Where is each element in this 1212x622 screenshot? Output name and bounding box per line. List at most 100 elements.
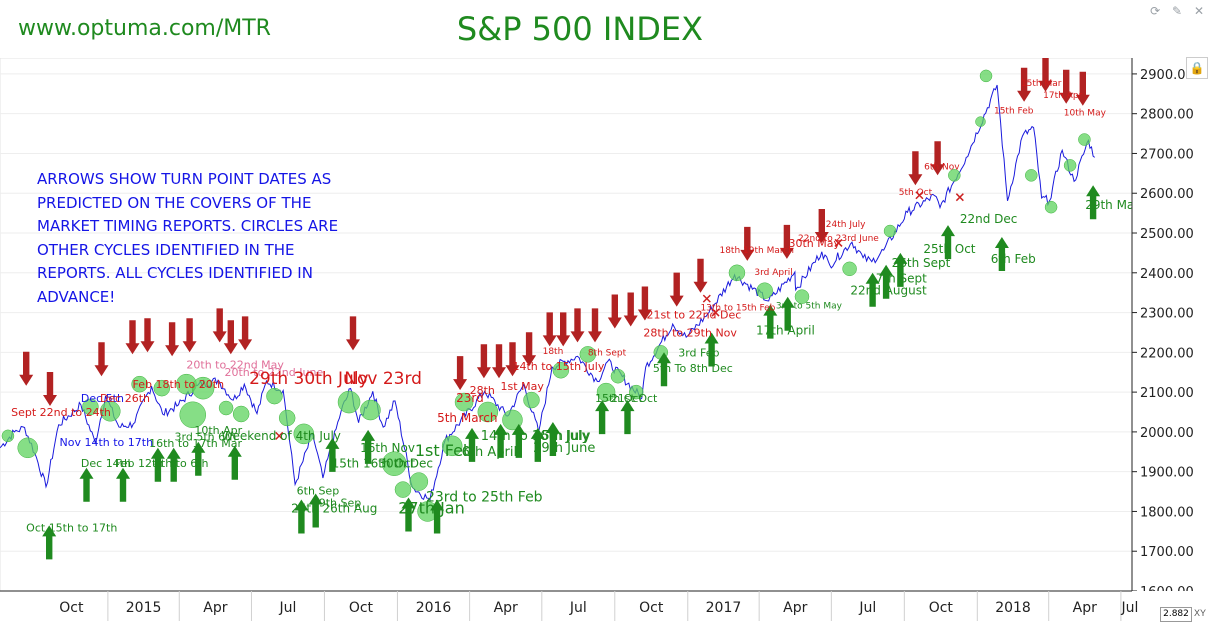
annotation-label: 17th Apr — [1043, 91, 1082, 101]
x-tick-label: 2018 — [995, 600, 1031, 616]
turn-arrow-up — [308, 493, 323, 528]
cycle-circle — [409, 472, 429, 491]
turn-arrow-down — [930, 141, 945, 176]
y-tick-label: 2400.00 — [1140, 267, 1194, 282]
cycle-circle — [232, 405, 250, 423]
cycle-circle — [360, 399, 381, 421]
turn-arrow-down — [556, 312, 571, 347]
cycle-circle — [610, 368, 626, 384]
annotation-label: 15th Oct — [595, 392, 643, 405]
annotation-label: Weekend of 4th July — [221, 429, 341, 443]
cycle-circle — [191, 376, 215, 400]
cross-marker — [915, 191, 924, 200]
cycle-circle — [17, 437, 39, 459]
cycle-circle — [1025, 169, 1038, 182]
annotation-label: Dec 14th — [81, 457, 131, 470]
x-tick-label: Jul — [279, 600, 297, 616]
turn-arrow-up — [1086, 185, 1101, 220]
turn-arrow-down — [125, 320, 140, 355]
turn-arrow-up — [704, 332, 719, 367]
turn-arrow-up — [763, 304, 778, 339]
annotation-label: 16th to 17th Mar — [149, 437, 242, 450]
cycle-circle — [523, 391, 540, 409]
x-tick-label: Oct — [59, 600, 84, 616]
note-line: PREDICTED ON THE COVERS OF THE — [37, 193, 312, 212]
y-tick-label: 2200.00 — [1140, 346, 1194, 361]
annotation-label: 5th Oct — [899, 188, 933, 198]
turn-arrow-down — [1017, 67, 1032, 102]
cross-stroke — [955, 193, 964, 202]
annotation-label: 6th April — [462, 445, 517, 460]
annotation-note: ARROWS SHOW TURN POINT DATES AS PREDICTE… — [37, 168, 347, 309]
y-tick-label: 2600.00 — [1140, 187, 1194, 202]
cycle-circle — [382, 451, 407, 476]
turn-arrow-down — [607, 294, 622, 329]
cycle-circle — [293, 423, 315, 445]
cycle-circle — [100, 400, 121, 422]
turn-arrow-down — [43, 372, 57, 406]
annotation-label: 29th 30th July — [249, 369, 369, 389]
turn-arrow-down — [908, 151, 923, 186]
note-line: ARROWS SHOW TURN POINT DATES AS — [37, 170, 332, 188]
chart-title: S&P 500 INDEX — [456, 10, 704, 48]
x-tick-label: Apr — [1073, 600, 1097, 616]
turn-arrow-up — [879, 264, 894, 299]
annotation-label: 3rd Feb — [678, 346, 719, 359]
turn-arrow-down — [522, 332, 537, 367]
cross-marker — [702, 294, 711, 303]
turn-arrow-down — [1075, 71, 1090, 106]
cycle-circle — [979, 69, 993, 83]
cycle-circle — [82, 398, 99, 416]
annotation-label: 27th Jan — [398, 498, 465, 517]
x-tick-label: Jul — [1121, 600, 1139, 616]
note-line: REPORTS. ALL CYCLES IDENTIFIED IN — [37, 264, 313, 282]
turn-arrow-up — [430, 499, 445, 534]
x-axis-area — [0, 591, 1212, 621]
x-tick-label: Apr — [783, 600, 807, 616]
turn-arrow-down — [19, 351, 34, 386]
turn-arrow-down — [570, 308, 585, 343]
xy-toggle[interactable]: XY — [1194, 608, 1207, 618]
refresh-icon[interactable]: ⟳ — [1150, 4, 1161, 18]
turn-arrow-up — [227, 445, 242, 480]
annotation-label: 1st May — [501, 380, 545, 393]
y-tick-label: 2700.00 — [1140, 147, 1194, 162]
annotation-label: 23rd to 25th Feb — [426, 490, 543, 506]
turn-arrow-up — [595, 400, 610, 435]
annotation-label: 18th — [543, 347, 564, 357]
annotation-label: 10th Apr — [194, 424, 242, 437]
price-chart[interactable]: Sept 22nd to 24th Nov 14th to 17th Dec 5th… — [0, 58, 1212, 621]
zoom-value[interactable]: 2.882 — [1160, 607, 1192, 622]
annotation-label: 3rd April — [754, 268, 792, 278]
turn-arrow-up — [657, 352, 671, 387]
turn-arrow-up — [361, 429, 376, 464]
cross-marker — [275, 431, 284, 440]
turn-arrow-up — [893, 252, 908, 287]
cycle-circle — [1063, 159, 1077, 172]
turn-arrow-down — [623, 292, 638, 327]
close-icon[interactable]: ✕ — [1193, 4, 1204, 18]
turn-arrow-down — [346, 316, 360, 351]
turn-arrow-down — [492, 344, 506, 379]
annotation-label: 4th to 6th — [154, 457, 209, 470]
lock-icon[interactable]: 🔒 — [1186, 57, 1208, 79]
edit-icon[interactable]: ✎ — [1172, 4, 1183, 18]
turn-arrow-up — [116, 467, 130, 502]
cross-stroke — [275, 431, 284, 440]
cross-stroke — [711, 308, 720, 317]
turn-arrow-up — [150, 447, 165, 482]
annotation-label: Nov 23rd — [344, 369, 422, 389]
turn-arrow-up — [79, 467, 94, 502]
cycle-circle — [842, 261, 857, 277]
x-tick-label: Apr — [494, 600, 518, 616]
annotation-label: Feb 12th — [115, 457, 163, 470]
annotation-label: Oct 15th to 17th — [26, 521, 117, 534]
cross-stroke — [834, 238, 843, 247]
turn-arrow-down — [476, 344, 491, 379]
cycle-circle — [728, 264, 746, 282]
annotation-label: 30th May — [789, 237, 841, 250]
cycle-circle — [266, 387, 283, 405]
annotation-label: 22nd Dec — [960, 212, 1018, 226]
x-tick-label: Oct — [929, 600, 954, 616]
annotation-label: 21st Oct — [611, 392, 658, 405]
